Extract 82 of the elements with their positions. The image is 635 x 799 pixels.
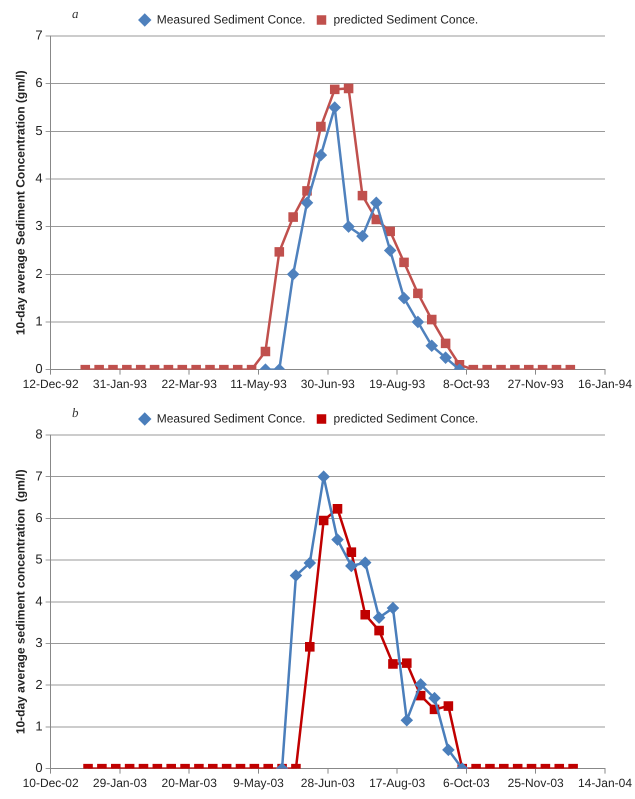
point [373,612,385,624]
point [399,258,409,268]
x-tick-label: 10-Dec-02 [22,776,79,790]
point [413,288,423,298]
point [358,190,368,200]
y-tick-label: 2 [35,676,43,692]
point [318,516,328,526]
point [388,659,398,669]
y-tick-label: 6 [35,75,43,90]
point [398,292,410,304]
legend-label: Measured Sediment Conce. [156,411,306,426]
y-tick-label: 7 [35,28,43,43]
point [372,214,382,224]
x-tick-label: 28-Jun-03 [300,776,356,790]
x-tick-label: 22-Mar-93 [162,377,218,392]
x-tick-label: 27-Nov-93 [508,377,564,392]
x-tick-label: 25-Nov-03 [508,776,564,790]
x-tick-label: 29-Jan-03 [92,776,148,790]
x-tick-label: 11-May-93 [230,377,288,392]
y-tick-label: 1 [35,314,43,329]
y-tick-label: 8 [35,426,43,442]
point [304,557,316,569]
y-tick-label: 6 [35,510,43,525]
y-tick-label: 7 [35,468,43,484]
x-tick-label: 9-May-03 [233,776,284,790]
point [428,692,440,704]
y-axis-title: 10-day average sediment concentration (gm/l) [14,469,28,734]
x-tick-label: 14-Jan-04 [578,776,632,790]
y-tick-label: 1 [35,718,43,734]
y-tick-label: 0 [35,760,43,776]
point [332,534,344,546]
point [288,212,298,222]
x-tick-label: 31-Jan-93 [92,377,148,392]
point [332,504,342,514]
x-tick-label: 6-Oct-03 [443,776,490,790]
x-tick-label: 16-Jan-94 [578,377,632,392]
point [274,247,284,257]
y-tick-label: 4 [35,593,43,608]
point [344,84,354,94]
x-tick-label: 8-Oct-93 [443,377,490,392]
point [385,226,395,236]
point [370,197,382,209]
y-tick-label: 4 [35,170,43,186]
y-tick-label: 3 [35,218,43,234]
point [330,84,340,94]
point [290,570,302,582]
point [401,714,413,726]
point [301,197,313,209]
y-tick-label: 3 [35,635,43,650]
y-tick-label: 5 [35,122,43,138]
x-tick-label: 30-Jun-93 [300,377,356,392]
point [387,602,399,614]
point [315,149,327,161]
chart-title: a [72,6,78,22]
point [384,244,396,256]
point [342,220,354,232]
point [346,547,356,557]
y-tick-label: 5 [35,552,43,567]
legend-label: predicted Sediment Conce. [334,12,478,26]
point [374,626,384,636]
y-tick-label: 2 [35,266,43,281]
x-tick-label: 17-Aug-03 [369,776,426,790]
point [402,658,412,668]
y-axis-title: 10-day average Sediment Concentration (gm/l) [14,70,28,336]
point [287,268,299,280]
legend-label: predicted Sediment Conce. [334,411,478,426]
x-tick-label: 12-Dec-92 [22,377,79,392]
point [444,701,454,711]
chart-title: b [72,405,78,421]
legend-label: Measured Sediment Conce. [156,12,306,26]
point [305,642,315,652]
point [414,678,426,690]
point [359,556,371,568]
x-tick-label: 20-Mar-03 [162,776,218,790]
point [346,560,358,572]
point [356,230,368,242]
point [360,610,370,620]
point [328,102,340,114]
point [316,122,326,132]
x-tick-label: 19-Aug-93 [369,377,426,392]
point [318,470,330,482]
y-tick-label: 0 [35,361,43,376]
